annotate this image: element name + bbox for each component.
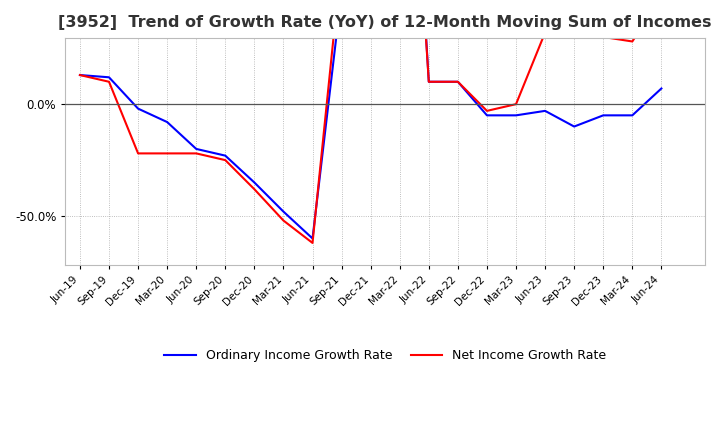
Ordinary Income Growth Rate [541,108,549,114]
Ordinary Income Growth Rate [134,106,143,111]
Ordinary Income Growth Rate [192,146,201,151]
Net Income Growth Rate [163,151,171,156]
Net Income Growth Rate [76,73,84,78]
Net Income Growth Rate [221,158,230,163]
Ordinary Income Growth Rate [279,209,288,214]
Net Income Growth Rate [104,79,113,84]
Ordinary Income Growth Rate [599,113,608,118]
Ordinary Income Growth Rate [512,113,521,118]
Ordinary Income Growth Rate [104,75,113,80]
Ordinary Income Growth Rate [482,113,491,118]
Net Income Growth Rate [279,218,288,223]
Ordinary Income Growth Rate [308,236,317,241]
Title: [3952]  Trend of Growth Rate (YoY) of 12-Month Moving Sum of Incomes: [3952] Trend of Growth Rate (YoY) of 12-… [58,15,712,30]
Net Income Growth Rate [570,12,578,17]
Net Income Growth Rate [482,108,491,114]
Ordinary Income Growth Rate [657,86,666,91]
Line: Net Income Growth Rate: Net Income Growth Rate [80,0,662,243]
Net Income Growth Rate [512,102,521,107]
Net Income Growth Rate [192,151,201,156]
Ordinary Income Growth Rate [76,73,84,78]
Ordinary Income Growth Rate [570,124,578,129]
Ordinary Income Growth Rate [425,79,433,84]
Ordinary Income Growth Rate [163,119,171,125]
Line: Ordinary Income Growth Rate: Ordinary Income Growth Rate [80,0,662,238]
Ordinary Income Growth Rate [628,113,636,118]
Net Income Growth Rate [541,30,549,35]
Net Income Growth Rate [250,187,258,192]
Ordinary Income Growth Rate [454,79,462,84]
Net Income Growth Rate [454,79,462,84]
Ordinary Income Growth Rate [250,180,258,185]
Legend: Ordinary Income Growth Rate, Net Income Growth Rate: Ordinary Income Growth Rate, Net Income … [159,344,611,367]
Ordinary Income Growth Rate [221,153,230,158]
Net Income Growth Rate [628,39,636,44]
Net Income Growth Rate [308,240,317,246]
Net Income Growth Rate [599,34,608,40]
Net Income Growth Rate [134,151,143,156]
Net Income Growth Rate [425,79,433,84]
